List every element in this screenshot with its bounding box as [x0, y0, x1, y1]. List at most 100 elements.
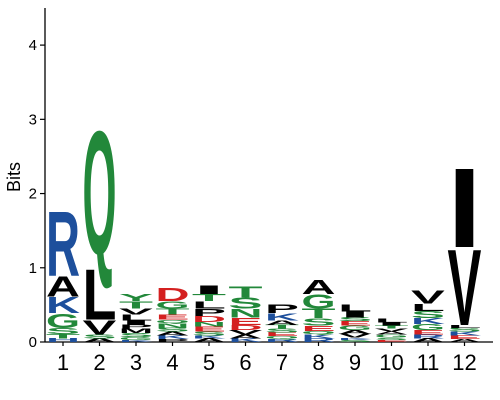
logo-letter: V	[83, 316, 117, 339]
logo-letter: A	[375, 331, 409, 336]
logo-letter: A	[448, 338, 482, 343]
logo-letter: L	[338, 303, 372, 314]
logo-letter: E	[265, 331, 299, 337]
position-label: 8	[312, 350, 324, 375]
logo-letter: T	[375, 325, 409, 330]
logo-letter: D	[156, 285, 190, 306]
logo-letter: R	[302, 338, 336, 344]
logo-letter: I	[448, 144, 482, 271]
logo-letter: K	[119, 339, 153, 342]
logo-letter: S	[411, 309, 445, 320]
logo-letter: S	[229, 295, 263, 312]
logo-letter: K	[229, 338, 263, 344]
logo-letter: A	[46, 272, 80, 304]
logo-letter: K	[46, 293, 80, 318]
letter-stacks: HTSGKARASVLQKGSMPILVTYPKASNQETGDAKSENDPL…	[46, 96, 482, 348]
logo-letter: T	[156, 307, 190, 316]
logo-letter: E	[302, 324, 336, 332]
logo-letter: S	[448, 327, 482, 333]
logo-letter: E	[411, 329, 445, 336]
logo-letter: S	[265, 328, 299, 334]
logo-letter: Y	[119, 292, 153, 303]
logo-letter: L	[83, 255, 117, 336]
logo-letter: K	[156, 335, 190, 341]
logo-letter: N	[192, 321, 226, 328]
logo-letter: I	[192, 283, 226, 297]
logo-letter: D	[229, 324, 263, 332]
logo-letter: K	[265, 311, 300, 322]
logo-letter: L	[119, 313, 153, 322]
logo-letter: L	[375, 318, 409, 324]
logo-letter: A	[192, 338, 226, 344]
logo-letter: V	[448, 226, 482, 348]
logo-letter: E	[156, 313, 190, 321]
logo-letter: K	[192, 335, 226, 340]
logo-letter: T	[46, 333, 80, 340]
logo-letter: Q	[302, 330, 336, 335]
logo-letter: P	[192, 307, 226, 318]
logo-letter: A	[265, 320, 299, 327]
logo-letter: M	[119, 328, 153, 335]
logo-letter: S	[302, 316, 336, 327]
logo-letter: D	[192, 315, 226, 324]
logo-letter: V	[375, 328, 409, 333]
position-label: 4	[166, 350, 178, 375]
logo-letter: L	[411, 302, 445, 313]
logo-letter: K	[338, 337, 372, 340]
logo-letter: A	[156, 331, 190, 337]
logo-letter: R	[411, 334, 445, 340]
logo-letter: P	[119, 324, 153, 330]
position-label: 11	[417, 350, 440, 375]
logo-letter: L	[192, 300, 226, 311]
logo-letter: V	[338, 333, 372, 339]
logo-letter: G	[411, 323, 445, 332]
logo-letter: P	[265, 302, 299, 316]
logo-letter: E	[192, 325, 226, 333]
y-tick-label: 2	[29, 186, 37, 203]
logo-letter: R	[265, 338, 299, 343]
logo-letter: S	[338, 317, 372, 323]
position-label: 10	[379, 350, 403, 375]
position-label: 6	[239, 350, 251, 375]
logo-letter: N	[229, 307, 263, 321]
logo-letter: G	[375, 334, 409, 339]
logo-letter: E	[338, 320, 372, 327]
logo-letter: K	[302, 334, 336, 340]
logo-letter: G	[302, 290, 336, 313]
logo-letter: G	[46, 310, 80, 333]
position-label: 9	[349, 350, 361, 375]
logo-letter: I	[119, 319, 153, 326]
logo-letter: E	[229, 316, 263, 327]
logo-letter: H	[46, 338, 80, 344]
logo-letter: A	[411, 338, 445, 344]
logo-letter: S	[156, 327, 190, 333]
logo-letter: I	[338, 310, 372, 319]
position-label: 5	[203, 350, 215, 375]
logo-letter: S	[119, 332, 153, 338]
logo-letter: V	[411, 287, 446, 308]
y-tick-label: 4	[29, 37, 37, 54]
logo-letter: R	[46, 191, 80, 296]
logo-letter: L	[448, 324, 482, 329]
logo-letter: I	[375, 322, 409, 327]
logo-letter: T	[229, 283, 263, 300]
y-tick-label: 1	[29, 260, 37, 277]
y-tick-label: 0	[29, 334, 37, 351]
logo-letter: P	[156, 338, 190, 343]
logo-letter: Q	[83, 96, 117, 292]
logo-letter: S	[375, 337, 409, 341]
logo-letter: T	[119, 300, 154, 311]
logo-letter: G	[338, 325, 372, 332]
